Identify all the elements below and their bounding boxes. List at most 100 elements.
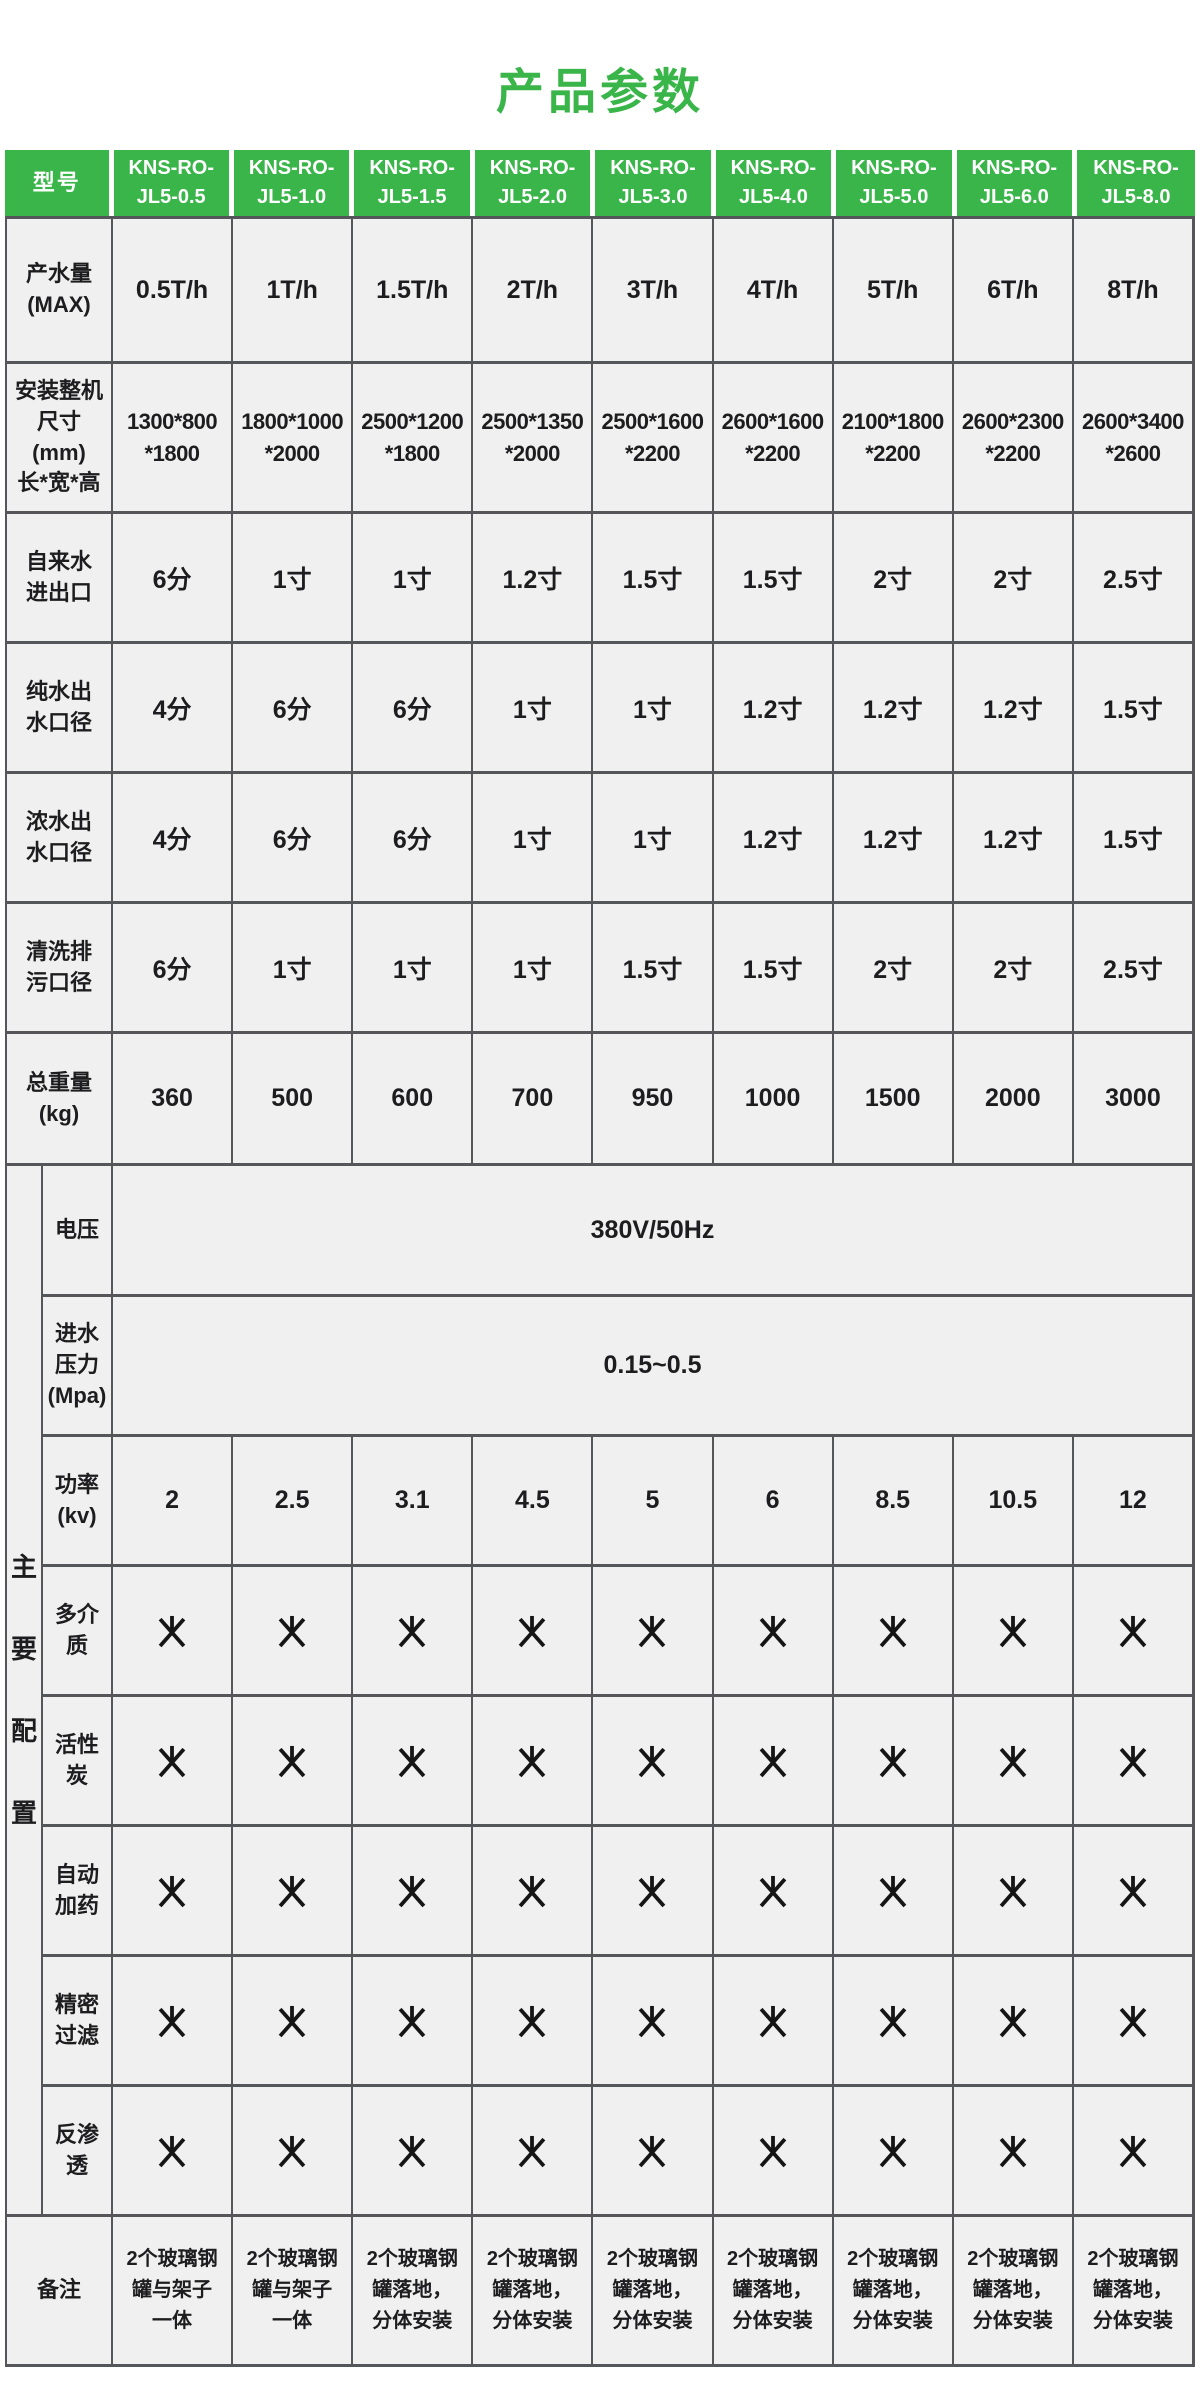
value-cell: 6分 — [113, 514, 234, 644]
asterisk-icon — [639, 1875, 666, 1907]
symbol-cell — [113, 2087, 234, 2217]
config-side-label-char: 配 — [10, 1716, 37, 1746]
asterisk-icon — [759, 1875, 786, 1907]
asterisk-icon — [999, 1875, 1027, 1907]
symbol-cell — [1073, 1697, 1194, 1827]
remark-cell: 2个玻璃钢 罐落地， 分体安装 — [1073, 2217, 1194, 2367]
symbol-cell — [593, 1697, 714, 1827]
config-row-label: 反渗 透 — [43, 2087, 113, 2217]
value-cell: 0.5T/h — [113, 219, 234, 364]
config-row-label: 进水 压力 (Mpa) — [43, 1297, 113, 1437]
value-cell: 2500*1600 *2200 — [593, 364, 714, 514]
header-cell-model: KNS-RO- JL5-2.0 — [474, 150, 591, 216]
config-row-label: 精密 过滤 — [43, 1957, 113, 2087]
symbol-cell — [473, 2087, 594, 2217]
symbol-cell — [473, 1567, 594, 1697]
value-cell: 5 — [593, 1437, 714, 1567]
symbol-cell — [833, 1697, 954, 1827]
value-cell: 6分 — [233, 774, 354, 904]
asterisk-icon — [519, 1745, 546, 1777]
asterisk-icon — [278, 1875, 306, 1907]
asterisk-icon — [879, 1875, 907, 1907]
config-side-label-char: 要 — [10, 1634, 37, 1664]
remark-cell: 2个玻璃钢 罐落地， 分体安装 — [953, 2217, 1074, 2367]
symbol-cell — [953, 1957, 1074, 2087]
value-cell: 3T/h — [593, 219, 714, 364]
header-cell-model: KNS-RO- JL5-8.0 — [1077, 150, 1195, 216]
symbol-cell — [833, 1567, 954, 1697]
symbol-cell — [593, 2087, 714, 2217]
asterisk-icon — [879, 1615, 907, 1647]
symbol-cell — [953, 2087, 1074, 2217]
symbol-cell — [113, 1567, 234, 1697]
symbol-cell — [1073, 1827, 1194, 1957]
value-cell: 10.5 — [953, 1437, 1074, 1567]
value-cell: 6分 — [353, 644, 474, 774]
header-cell-model-label: 型号 — [5, 150, 109, 216]
config-span-value: 0.15~0.5 — [113, 1297, 1194, 1437]
value-cell: 700 — [473, 1034, 594, 1166]
symbol-cell — [593, 1567, 714, 1697]
value-cell: 1寸 — [593, 644, 714, 774]
row-label: 自来水 进出口 — [7, 514, 113, 644]
asterisk-icon — [639, 1615, 666, 1647]
config-side-label-char: 置 — [10, 1798, 37, 1828]
value-cell: 2寸 — [953, 514, 1074, 644]
asterisk-icon — [999, 2135, 1027, 2167]
value-cell: 2.5寸 — [1073, 514, 1194, 644]
asterisk-icon — [1119, 1615, 1147, 1647]
symbol-cell — [233, 1957, 354, 2087]
symbol-cell — [1073, 2087, 1194, 2217]
value-cell: 2.5 — [233, 1437, 354, 1567]
value-cell: 1.2寸 — [473, 514, 594, 644]
value-cell: 1300*800 *1800 — [113, 364, 234, 514]
value-cell: 1000 — [713, 1034, 834, 1166]
row-label: 总重量 (kg) — [7, 1034, 113, 1166]
symbol-cell — [593, 1957, 714, 2087]
value-cell: 1.5寸 — [593, 904, 714, 1034]
header-cell-model: KNS-RO- JL5-1.0 — [233, 150, 350, 216]
remark-cell: 2个玻璃钢 罐落地， 分体安装 — [833, 2217, 954, 2367]
symbol-cell — [713, 1827, 834, 1957]
asterisk-icon — [879, 2135, 907, 2167]
config-row-label: 活性 炭 — [43, 1697, 113, 1827]
row-label: 安装整机 尺寸 (mm) 长*宽*高 — [7, 364, 113, 514]
value-cell: 1.2寸 — [833, 774, 954, 904]
value-cell: 2500*1350 *2000 — [473, 364, 594, 514]
symbol-cell — [233, 1827, 354, 1957]
value-cell: 8.5 — [833, 1437, 954, 1567]
value-cell: 2600*2300 *2200 — [953, 364, 1074, 514]
value-cell: 2600*1600 *2200 — [713, 364, 834, 514]
symbol-cell — [473, 1827, 594, 1957]
asterisk-icon — [759, 2005, 786, 2037]
symbol-cell — [713, 1957, 834, 2087]
header-cell-model: KNS-RO- JL5-1.5 — [354, 150, 470, 216]
asterisk-icon — [1119, 2005, 1147, 2037]
asterisk-icon — [999, 2005, 1027, 2037]
value-cell: 1.2寸 — [713, 644, 834, 774]
value-cell: 1.2寸 — [953, 774, 1074, 904]
symbol-cell — [953, 1827, 1074, 1957]
footer-row-label: 备注 — [7, 2217, 113, 2367]
config-span-value: 380V/50Hz — [113, 1166, 1194, 1297]
value-cell: 3.1 — [353, 1437, 474, 1567]
value-cell: 6分 — [113, 904, 234, 1034]
asterisk-icon — [398, 1615, 426, 1647]
value-cell: 12 — [1073, 1437, 1194, 1567]
value-cell: 4.5 — [473, 1437, 594, 1567]
value-cell: 6T/h — [953, 219, 1074, 364]
config-row-label: 自动 加药 — [43, 1827, 113, 1957]
asterisk-icon — [1119, 1745, 1147, 1777]
value-cell: 6分 — [233, 644, 354, 774]
value-cell: 2100*1800 *2200 — [833, 364, 954, 514]
symbol-cell — [713, 1697, 834, 1827]
value-cell: 3000 — [1073, 1034, 1194, 1166]
value-cell: 2寸 — [953, 904, 1074, 1034]
asterisk-icon — [879, 2005, 907, 2037]
value-cell: 1寸 — [473, 904, 594, 1034]
remark-cell: 2个玻璃钢 罐与架子 一体 — [233, 2217, 354, 2367]
remark-cell: 2个玻璃钢 罐与架子 一体 — [113, 2217, 234, 2367]
symbol-cell — [233, 2087, 354, 2217]
symbol-cell — [1073, 1957, 1194, 2087]
spec-table-header: 型号 KNS-RO- JL5-0.5 KNS-RO- JL5-1.0 KNS-RO- … — [5, 150, 1195, 216]
